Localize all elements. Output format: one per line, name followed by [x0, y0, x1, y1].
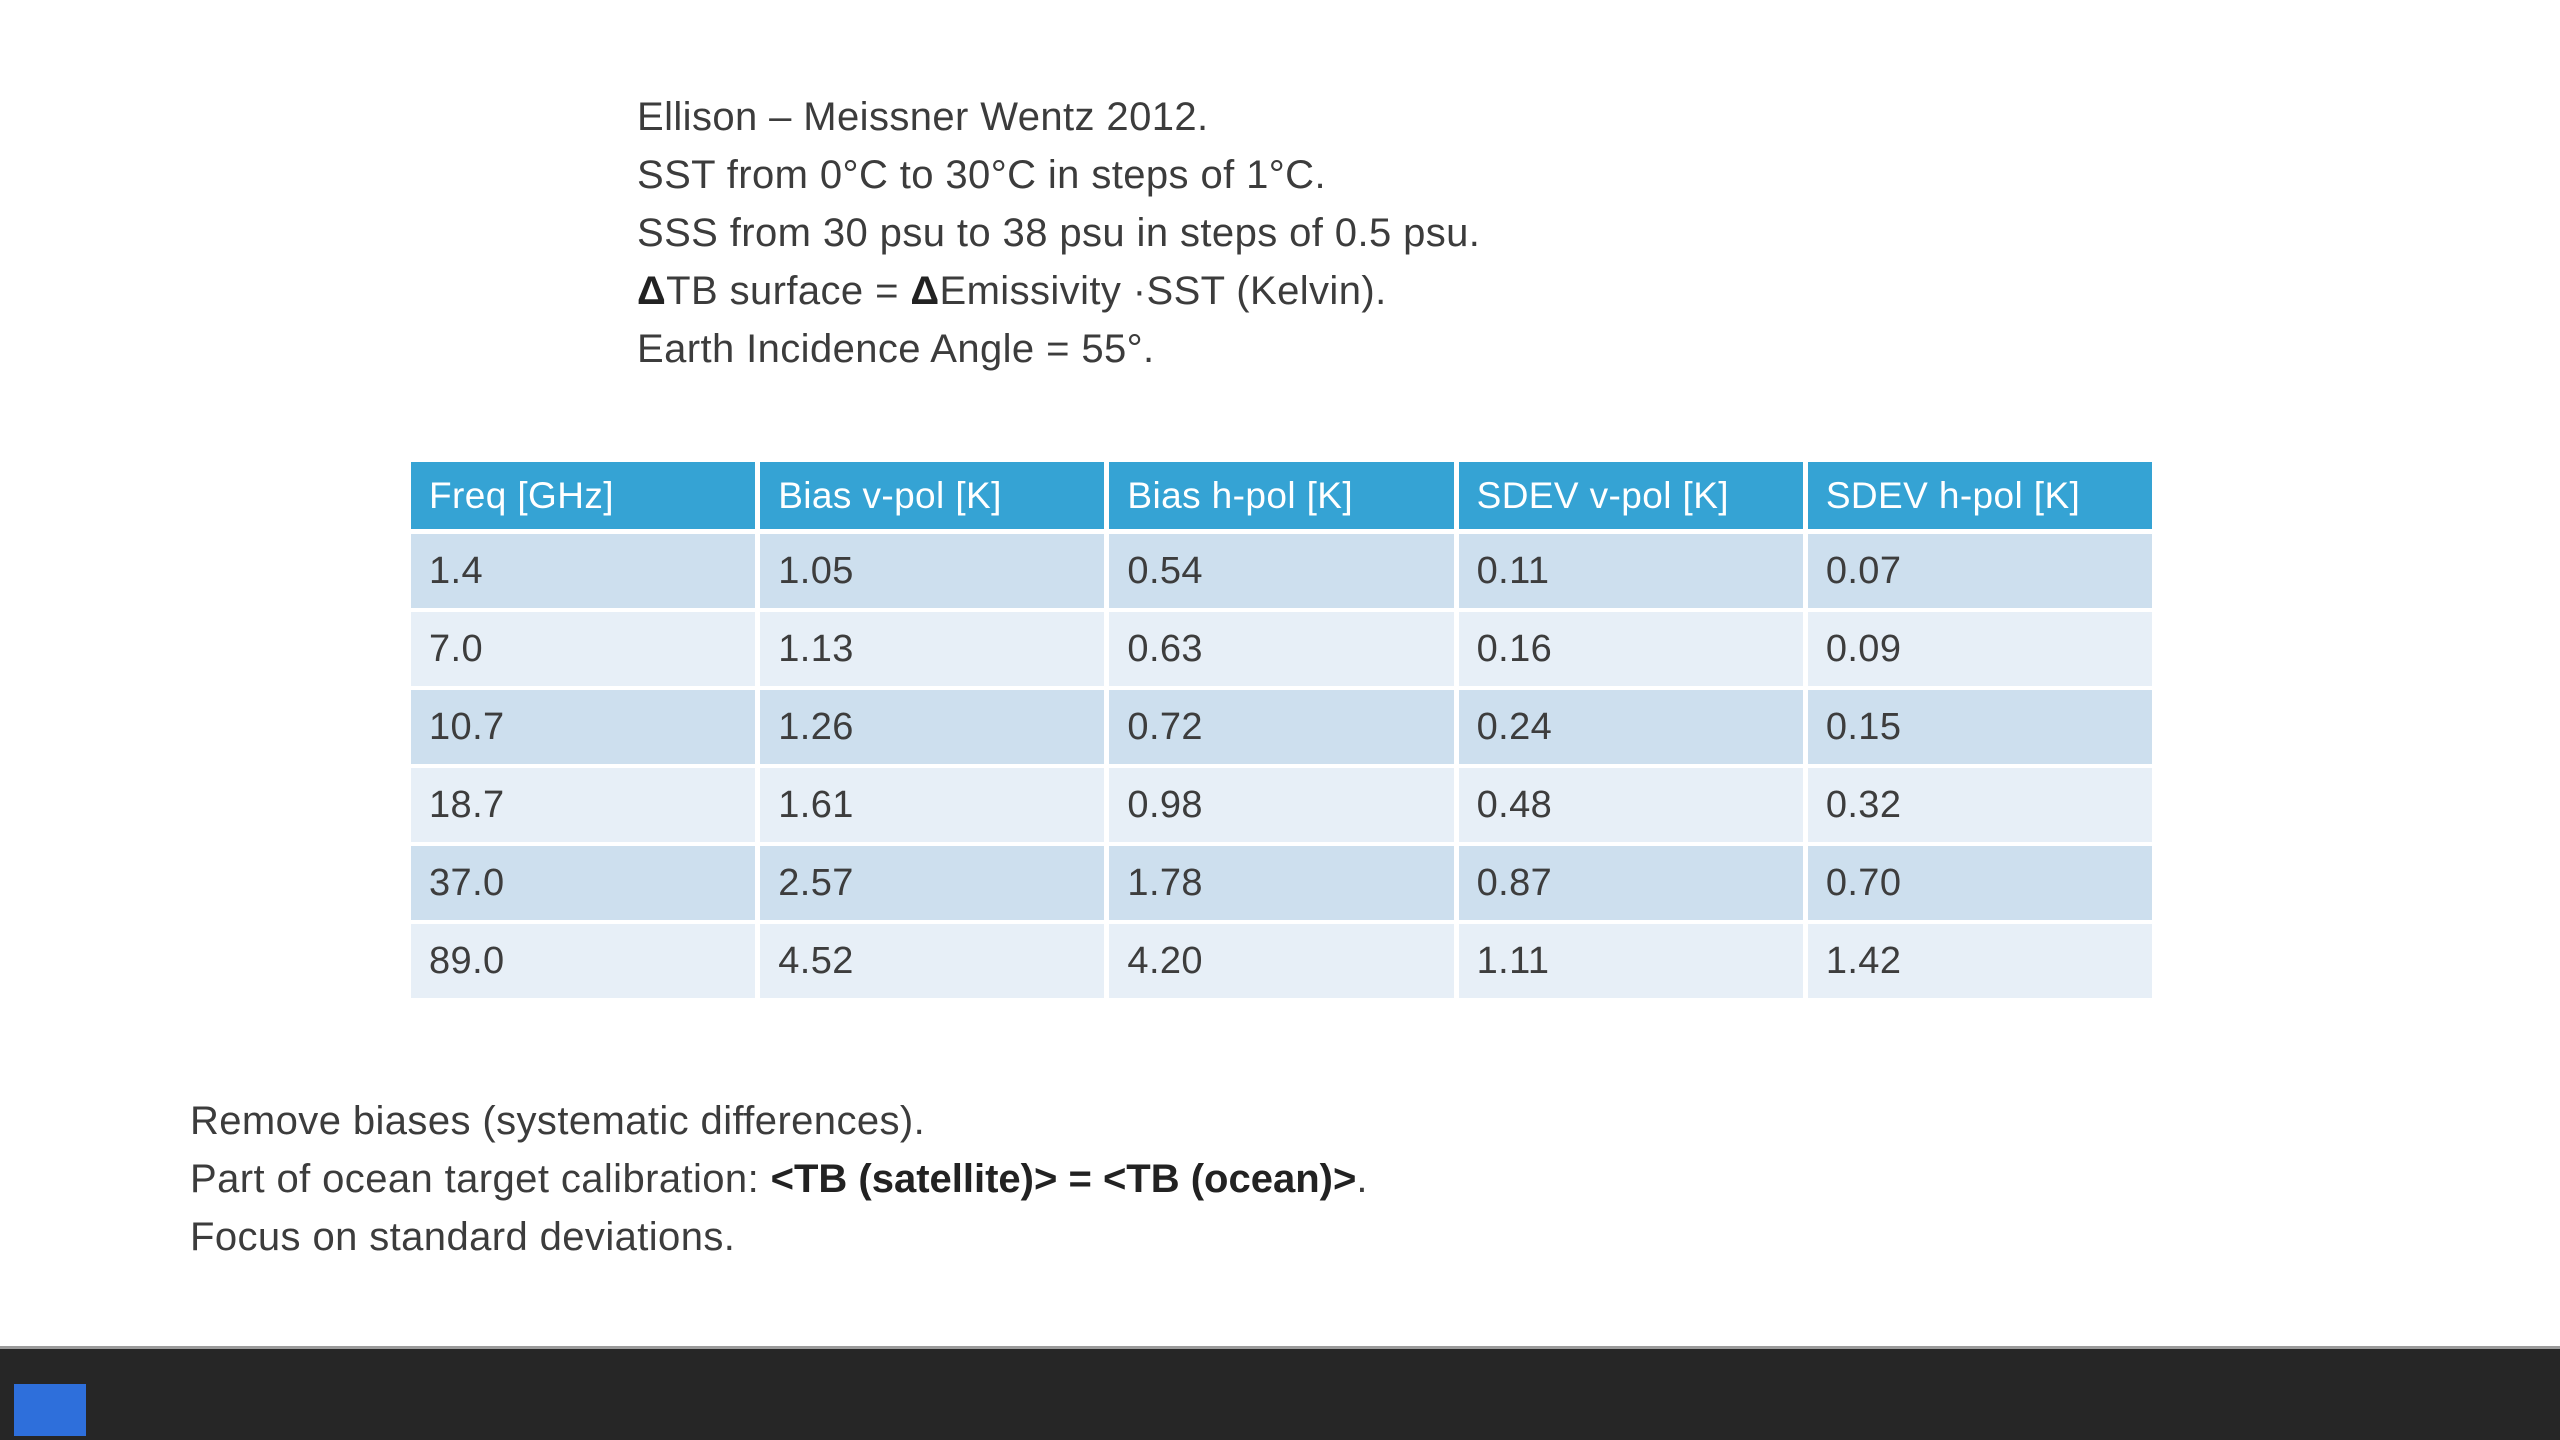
intro-line-formula: ΔTB surface = ΔEmissivity ·SST (Kelvin).: [637, 269, 1387, 313]
table-cell: 0.87: [1458, 846, 1803, 920]
table-row: 89.0 4.52 4.20 1.11 1.42: [411, 924, 2153, 998]
table-cell: 4.52: [760, 924, 1105, 998]
table-cell: 1.05: [760, 534, 1105, 608]
slide-intro-text: Ellison – Meissner Wentz 2012. SST from …: [637, 88, 1480, 378]
column-header-sdev-v: SDEV v-pol [K]: [1458, 462, 1803, 529]
table-cell: 0.32: [1807, 768, 2153, 842]
column-header-bias-v: Bias v-pol [K]: [760, 462, 1105, 529]
table-cell: 0.98: [1109, 768, 1454, 842]
table-cell: 0.70: [1807, 846, 2153, 920]
table-row: 37.0 2.57 1.78 0.87 0.70: [411, 846, 2153, 920]
table-cell: 0.09: [1807, 612, 2153, 686]
table-row: 18.7 1.61 0.98 0.48 0.32: [411, 768, 2153, 842]
table-cell: 4.20: [1109, 924, 1454, 998]
summary-line-biases: Remove biases (systematic differences).: [190, 1099, 926, 1143]
delta-symbol: Δ: [910, 269, 940, 313]
table-header-row: Freq [GHz] Bias v-pol [K] Bias h-pol [K]…: [411, 462, 2153, 529]
intro-line-angle: Earth Incidence Angle = 55°.: [637, 327, 1155, 371]
column-header-sdev-h: SDEV h-pol [K]: [1807, 462, 2153, 529]
slide-summary-text: Remove biases (systematic differences). …: [190, 1092, 1368, 1266]
table-row: 1.4 1.05 0.54 0.11 0.07: [411, 534, 2153, 608]
delta-symbol: Δ: [637, 269, 667, 313]
table-cell: 0.15: [1807, 690, 2153, 764]
bias-sdev-table: Freq [GHz] Bias v-pol [K] Bias h-pol [K]…: [411, 462, 2153, 1002]
column-header-freq: Freq [GHz]: [411, 462, 756, 529]
summary-line-calibration: Part of ocean target calibration: <TB (s…: [190, 1157, 1368, 1201]
intro-line-sst: SST from 0°C to 30°C in steps of 1°C.: [637, 153, 1326, 197]
table-cell: 1.13: [760, 612, 1105, 686]
table-cell: 0.24: [1458, 690, 1803, 764]
table-row: 10.7 1.26 0.72 0.24 0.15: [411, 690, 2153, 764]
column-header-bias-h: Bias h-pol [K]: [1109, 462, 1454, 529]
table-cell: 1.4: [411, 534, 756, 608]
intro-line-reference: Ellison – Meissner Wentz 2012.: [637, 95, 1209, 139]
table-cell: 1.26: [760, 690, 1105, 764]
progress-indicator[interactable]: [14, 1384, 86, 1436]
table-cell: 7.0: [411, 612, 756, 686]
table-cell: 89.0: [411, 924, 756, 998]
table-cell: 10.7: [411, 690, 756, 764]
table-cell: 0.63: [1109, 612, 1454, 686]
calibration-equation: <TB (satellite)> = <TB (ocean)>: [770, 1157, 1357, 1201]
table-cell: 1.78: [1109, 846, 1454, 920]
table-cell: 1.42: [1807, 924, 2153, 998]
table-row: 7.0 1.13 0.63 0.16 0.09: [411, 612, 2153, 686]
table-cell: 0.16: [1458, 612, 1803, 686]
summary-line-focus: Focus on standard deviations.: [190, 1215, 736, 1259]
player-control-bar: [0, 1346, 2560, 1440]
table-cell: 0.11: [1458, 534, 1803, 608]
table-cell: 0.72: [1109, 690, 1454, 764]
table-cell: 1.11: [1458, 924, 1803, 998]
table-cell: 37.0: [411, 846, 756, 920]
table-cell: 2.57: [760, 846, 1105, 920]
table-cell: 0.07: [1807, 534, 2153, 608]
table-cell: 18.7: [411, 768, 756, 842]
intro-line-sss: SSS from 30 psu to 38 psu in steps of 0.…: [637, 211, 1481, 255]
table-cell: 0.48: [1458, 768, 1803, 842]
table-cell: 1.61: [760, 768, 1105, 842]
table-cell: 0.54: [1109, 534, 1454, 608]
